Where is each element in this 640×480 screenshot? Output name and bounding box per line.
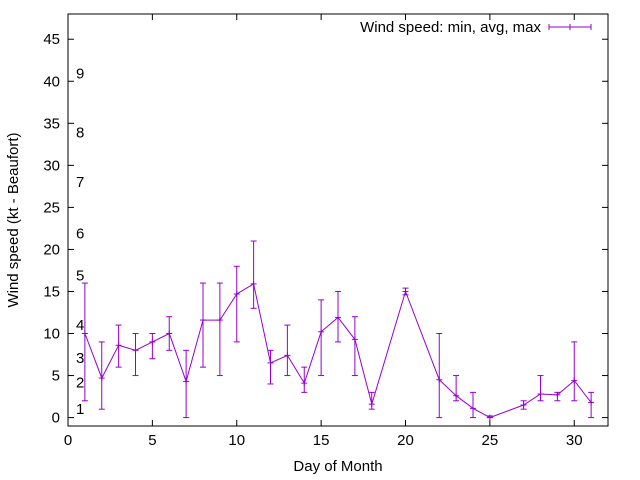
y-tick-label: 30 [43,157,60,174]
legend-label: Wind speed: min, avg, max [360,19,541,36]
y-tick-label: 10 [43,326,60,343]
beaufort-label: 9 [76,66,84,83]
y-axis-label: Wind speed (kt - Beaufort) [5,132,22,307]
beaufort-label: 6 [76,225,84,242]
x-tick-label: 15 [313,432,330,449]
beaufort-label: 8 [76,125,84,142]
y-tick-label: 20 [43,241,60,258]
y-tick-label: 40 [43,73,60,90]
beaufort-label: 7 [76,174,84,191]
beaufort-label: 5 [76,267,84,284]
beaufort-label: 1 [76,401,84,418]
x-tick-label: 0 [64,432,72,449]
y-tick-label: 35 [43,115,60,132]
y-tick-label: 25 [43,199,60,216]
plot-frame [67,13,609,427]
y-tick-label: 45 [43,31,60,48]
series-layer [81,240,595,421]
y-tick-label: 15 [43,283,60,300]
x-tick-label: 5 [148,432,156,449]
x-axis-label: Day of Month [293,458,382,475]
legend: Wind speed: min, avg, max [360,19,592,36]
beaufort-label: 4 [76,317,84,334]
axis-ticks [67,14,608,426]
y-tick-label: 0 [52,410,60,427]
x-tick-label: 10 [228,432,245,449]
x-tick-label: 25 [482,432,499,449]
series-line [84,283,592,419]
beaufort-label: 3 [76,350,84,367]
y-tick-label: 5 [52,368,60,385]
x-tick-label: 20 [397,432,414,449]
beaufort-label: 2 [76,374,84,391]
beaufort-scale-labels: 1 2 3 4 5 6 7 8 9 [76,66,84,418]
x-tick-label: 30 [566,432,583,449]
